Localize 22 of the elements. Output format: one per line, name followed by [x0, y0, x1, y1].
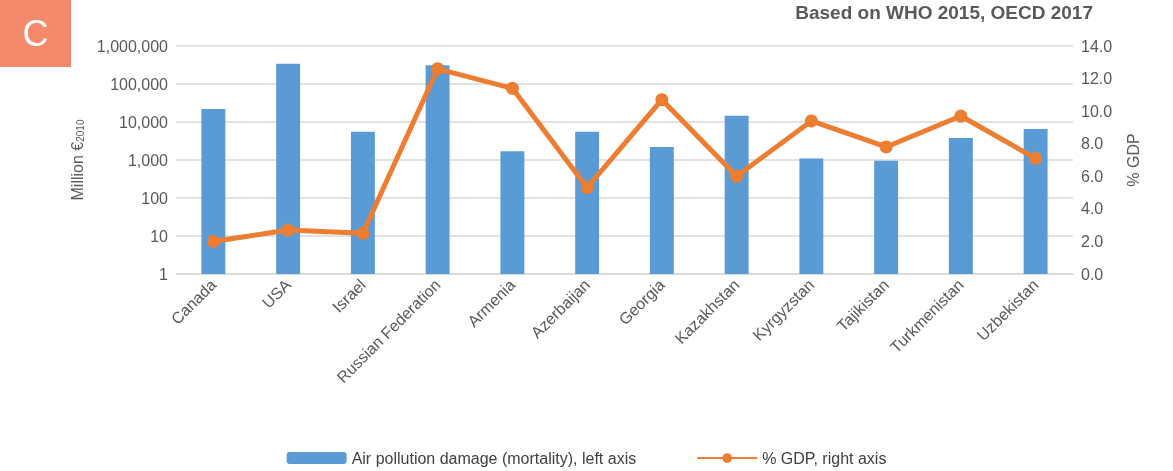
- y-tick-label: 1,000,000: [96, 37, 169, 55]
- y-axis-title: Million €2010: [69, 119, 87, 201]
- y-tick-label: 1,000: [127, 151, 169, 169]
- y-tick-label: 100,000: [110, 75, 169, 93]
- y2-tick-label: 10.0: [1081, 102, 1113, 120]
- text: C: [0, 0, 71, 67]
- y2-axis-title: % GDP: [1124, 133, 1142, 187]
- legend-label: % GDP, right axis: [762, 449, 887, 467]
- y-tick-label: 10,000: [119, 113, 169, 131]
- y2-tick-label: 8.0: [1081, 135, 1104, 153]
- x-tick-label: USA: [258, 275, 295, 312]
- y-tick-label: 10: [150, 227, 169, 245]
- y-tick-label: 100: [141, 189, 169, 207]
- y-tick-label: 1: [159, 265, 169, 283]
- legend-label: Air pollution damage (mortality), left axis: [351, 449, 637, 467]
- y2-tick-label: 6.0: [1081, 167, 1104, 185]
- y2-tick-label: 0.0: [1081, 265, 1104, 283]
- chart-title: Based on WHO 2015, OECD 2017: [795, 2, 1094, 23]
- y2-tick-label: 4.0: [1081, 200, 1104, 218]
- y2-tick-label: 14.0: [1081, 37, 1113, 55]
- y2-tick-label: 12.0: [1081, 70, 1113, 88]
- y2-tick-label: 2.0: [1081, 232, 1104, 250]
